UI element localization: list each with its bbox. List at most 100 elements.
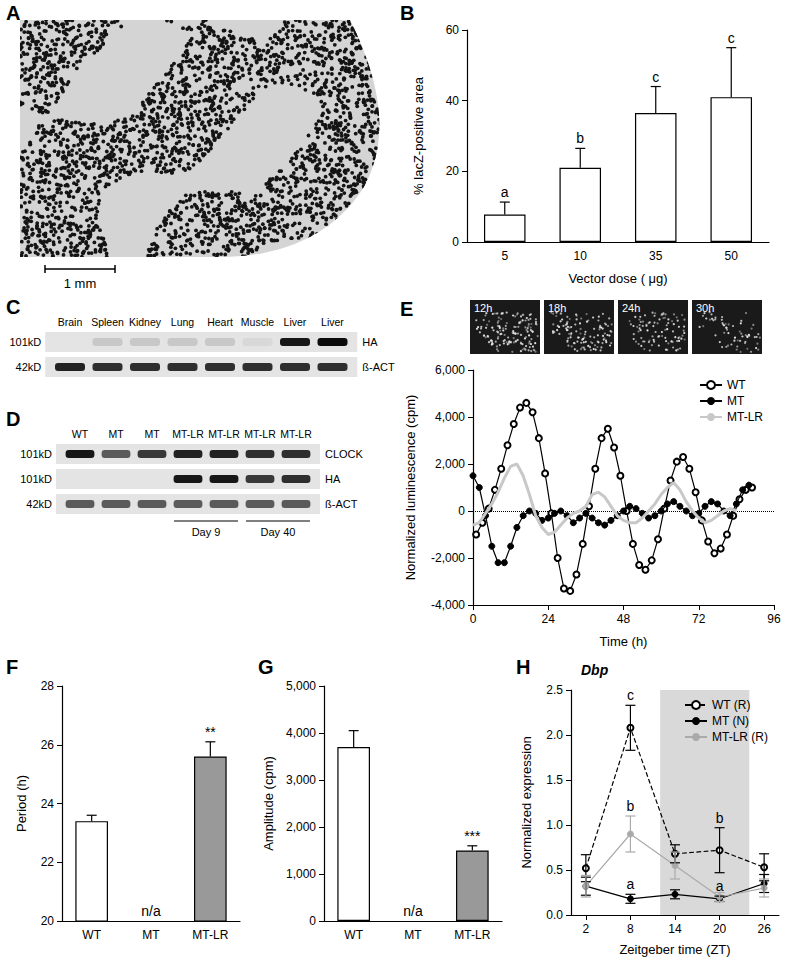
svg-text:MT-LR: MT-LR — [192, 928, 228, 942]
svg-text:2,000: 2,000 — [286, 820, 316, 834]
svg-text:0.5: 0.5 — [546, 863, 563, 877]
svg-text:c: c — [627, 687, 634, 703]
svg-text:b: b — [627, 798, 635, 814]
svg-text:Vector dose ( μg): Vector dose ( μg) — [568, 271, 667, 286]
svg-text:50: 50 — [725, 249, 739, 263]
svg-text:24: 24 — [41, 797, 55, 811]
svg-text:% lacZ-positive area: % lacZ-positive area — [411, 76, 426, 195]
svg-text:42kD: 42kD — [16, 361, 42, 373]
svg-text:0: 0 — [452, 235, 459, 249]
svg-text:35: 35 — [649, 249, 663, 263]
svg-text:Day 9: Day 9 — [192, 526, 221, 538]
svg-text:Day 40: Day 40 — [261, 526, 296, 538]
svg-text:Muscle: Muscle — [241, 316, 274, 328]
svg-text:10: 10 — [574, 249, 588, 263]
svg-text:20: 20 — [41, 914, 55, 928]
svg-text:101kD: 101kD — [20, 473, 52, 485]
svg-text:2.0: 2.0 — [546, 728, 563, 742]
svg-text:b: b — [716, 810, 724, 826]
svg-text:60: 60 — [446, 23, 460, 37]
svg-text:a: a — [716, 878, 724, 894]
svg-text:a: a — [501, 184, 509, 200]
svg-text:40: 40 — [446, 94, 460, 108]
svg-text:ß-ACT: ß-ACT — [362, 361, 395, 373]
svg-text:4,000: 4,000 — [286, 726, 316, 740]
svg-text:72: 72 — [692, 612, 706, 626]
svg-text:MT-LR: MT-LR — [208, 428, 240, 440]
svg-text:30h: 30h — [696, 302, 714, 314]
svg-text:HA: HA — [362, 336, 378, 348]
svg-text:Amplitude (cpm): Amplitude (cpm) — [261, 756, 276, 851]
svg-text:Kidney: Kidney — [129, 316, 162, 328]
svg-text:Liver: Liver — [321, 316, 344, 328]
svg-text:Spleen: Spleen — [91, 316, 124, 328]
svg-text:14: 14 — [668, 922, 682, 936]
svg-text:3,000: 3,000 — [286, 773, 316, 787]
svg-text:MT: MT — [108, 428, 124, 440]
svg-text:a: a — [627, 876, 635, 892]
svg-text:1 mm: 1 mm — [64, 276, 97, 291]
svg-text:Dbp: Dbp — [581, 662, 609, 678]
svg-text:WT: WT — [727, 378, 746, 392]
svg-text:MT-LR: MT-LR — [727, 410, 763, 424]
svg-text:20: 20 — [713, 922, 727, 936]
svg-text:Lung: Lung — [171, 316, 195, 328]
svg-text:24h: 24h — [622, 302, 640, 314]
svg-text:1,000: 1,000 — [286, 867, 316, 881]
svg-text:MT-LR: MT-LR — [172, 428, 204, 440]
svg-text:c: c — [652, 69, 659, 85]
svg-text:n/a: n/a — [141, 903, 161, 919]
svg-text:MT (N): MT (N) — [712, 714, 749, 728]
svg-text:1.0: 1.0 — [546, 818, 563, 832]
svg-text:WT: WT — [72, 428, 89, 440]
svg-text:20: 20 — [446, 164, 460, 178]
svg-text:n/a: n/a — [403, 903, 423, 919]
svg-text:0: 0 — [458, 504, 465, 518]
svg-text:WT: WT — [344, 928, 363, 942]
svg-text:8: 8 — [627, 922, 634, 936]
svg-text:MT: MT — [404, 928, 422, 942]
svg-text:MT: MT — [142, 928, 160, 942]
svg-text:22: 22 — [41, 855, 55, 869]
svg-text:48: 48 — [617, 612, 631, 626]
svg-text:6,000: 6,000 — [435, 363, 465, 377]
svg-text:WT: WT — [82, 928, 101, 942]
svg-text:101kD: 101kD — [9, 336, 41, 348]
svg-text:MT-LR (R): MT-LR (R) — [712, 730, 768, 744]
svg-text:Normalized expression: Normalized expression — [519, 736, 534, 868]
svg-text:0: 0 — [309, 914, 316, 928]
svg-text:26: 26 — [41, 738, 55, 752]
svg-text:-2,000: -2,000 — [431, 551, 465, 565]
svg-text:**: ** — [205, 724, 216, 740]
svg-text:5: 5 — [501, 249, 508, 263]
svg-text:Liver: Liver — [284, 316, 307, 328]
svg-text:1.5: 1.5 — [546, 773, 563, 787]
svg-text:WT (R): WT (R) — [712, 698, 750, 712]
svg-text:42kD: 42kD — [26, 498, 52, 510]
svg-text:Period (h): Period (h) — [14, 775, 29, 832]
svg-text:Brain: Brain — [58, 316, 83, 328]
svg-text:2.5: 2.5 — [546, 683, 563, 697]
svg-text:4,000: 4,000 — [435, 410, 465, 424]
svg-text:26: 26 — [757, 922, 771, 936]
svg-text:2,000: 2,000 — [435, 457, 465, 471]
svg-text:-4,000: -4,000 — [431, 598, 465, 612]
svg-text:MT-LR: MT-LR — [454, 928, 490, 942]
svg-text:c: c — [728, 30, 735, 46]
svg-text:24: 24 — [542, 612, 556, 626]
svg-text:5,000: 5,000 — [286, 679, 316, 693]
svg-text:Normalized luminescence (cpm): Normalized luminescence (cpm) — [403, 395, 418, 581]
svg-text:Time (h): Time (h) — [600, 634, 648, 649]
svg-text:HA: HA — [325, 473, 341, 485]
svg-text:b: b — [576, 130, 584, 146]
svg-text:101kD: 101kD — [20, 448, 52, 460]
svg-text:***: *** — [464, 828, 481, 844]
svg-text:MT: MT — [144, 428, 160, 440]
svg-text:0: 0 — [470, 612, 477, 626]
svg-text:96: 96 — [767, 612, 781, 626]
svg-text:18h: 18h — [548, 302, 566, 314]
svg-text:28: 28 — [41, 679, 55, 693]
svg-text:2: 2 — [583, 922, 590, 936]
svg-text:CLOCK: CLOCK — [325, 448, 364, 460]
svg-text:0.0: 0.0 — [546, 908, 563, 922]
